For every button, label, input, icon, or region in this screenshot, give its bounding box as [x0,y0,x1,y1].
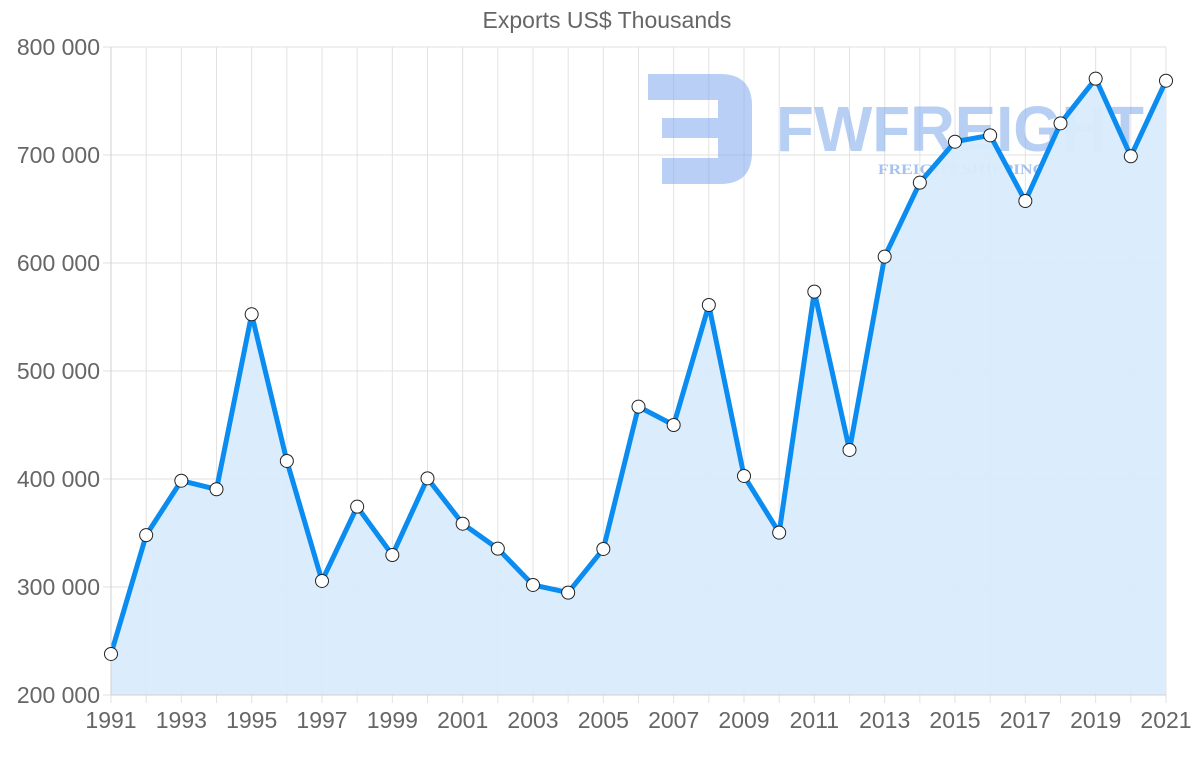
x-tick-label: 1995 [226,707,277,733]
y-tick-label: 500 000 [17,358,100,384]
chart-title: Exports US$ Thousands [482,7,732,33]
data-point[interactable]: 2020: 698800 [1123,149,1138,164]
x-tick-label: 2021 [1140,707,1191,733]
y-tick-label: 300 000 [17,574,100,600]
y-tick-label: 400 000 [17,466,100,492]
data-point[interactable]: 1992: 348000 [139,528,154,543]
data-point[interactable]: 2019: 770700 [1088,71,1103,86]
data-point[interactable]: 2014: 674400 [912,175,927,190]
y-tick-label: 700 000 [17,142,100,168]
data-point[interactable]: 2015: 712300 [948,134,962,149]
data-point[interactable]: 2016: 718200 [983,128,998,143]
data-point[interactable]: 1991: 238000 [104,646,118,661]
data-point[interactable]: 2012: 426900 [842,442,857,457]
data-point[interactable]: 2002: 335500 [490,541,505,556]
x-tick-label: 1997 [296,707,347,733]
data-point[interactable]: 2001: 358600 [455,516,470,531]
data-point[interactable]: 2018: 729300 [1053,116,1068,131]
x-tick-label: 2007 [648,707,699,733]
data-point[interactable]: 2008: 561100 [701,298,716,313]
x-tick-label: 2003 [507,707,558,733]
data-point[interactable]: 2010: 350300 [772,525,787,540]
x-tick-label: 2019 [1070,707,1121,733]
x-tick-label: 2001 [437,707,488,733]
data-point[interactable]: 1997: 305600 [315,573,329,588]
x-tick-label: 2009 [718,707,769,733]
x-tick-label: 2013 [859,707,910,733]
y-tick-label: 200 000 [17,682,100,708]
data-point[interactable]: 2005: 335200 [596,541,611,556]
data-point[interactable]: 2004: 294800 [561,585,576,600]
x-axis-ticks: 1991 1993 1995 1997 1999 2001 2003 2005 2007 2009… [85,707,1191,733]
x-tick-label: 1991 [85,707,136,733]
data-point[interactable]: 2007: 450000 [666,418,681,432]
data-point[interactable]: 1995: 552500 [244,307,259,322]
data-point[interactable]: 2011: 573500 [807,284,822,299]
data-point[interactable]: 2009: 402800 [737,468,751,483]
x-tick-label: 2015 [929,707,980,733]
data-point[interactable]: 1994: 390500 [209,482,224,497]
y-tick-label: 600 000 [17,250,100,276]
axes [110,47,1166,696]
x-tick-label: 1999 [367,707,418,733]
data-point[interactable]: 1998: 374400 [350,499,365,514]
y-axis-ticks: 200 000 300 000 400 000 500 000 600 000 700 0… [17,34,100,708]
data-point[interactable]: 2006: 467000 [631,399,646,414]
x-tick-label: 2011 [790,707,839,733]
data-point[interactable]: 1996: 416700 [279,453,294,468]
data-point[interactable]: 2013: 605900 [877,249,892,264]
data-point[interactable]: 2021: 768800 [1159,73,1173,88]
data-point[interactable]: 1993: 398400 [174,473,189,488]
fw-logo-icon [648,74,752,184]
x-tick-label: 2017 [1000,707,1051,733]
data-point[interactable]: 2017: 657400 [1018,194,1033,209]
data-point[interactable]: 2003: 301900 [526,577,540,592]
data-point[interactable]: 1999: 329600 [385,548,400,563]
x-tick-label: 2005 [578,707,629,733]
area-fill [111,78,1166,696]
data-points: 1991: 238000 1992: 348000 1993: 398400 1994… [104,71,1173,661]
y-tick-label: 800 000 [17,34,100,60]
x-tick-label: 1993 [156,707,207,733]
